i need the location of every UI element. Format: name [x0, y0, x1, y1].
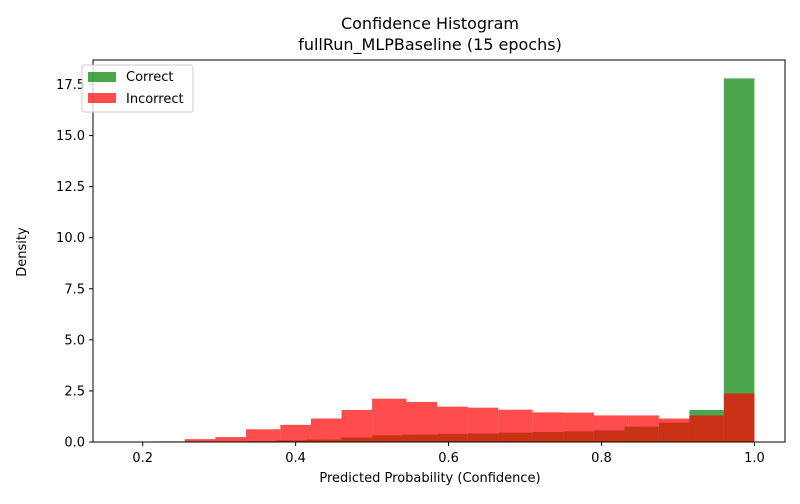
x-tick-label-1: 0.4	[285, 451, 306, 466]
bar-incorrect-13	[563, 413, 594, 442]
legend-swatch-incorrect	[88, 93, 116, 103]
y-tick-label-3: 7.5	[64, 282, 85, 297]
bar-incorrect-16	[659, 419, 690, 442]
x-tick-label-3: 0.8	[591, 451, 612, 466]
x-tick-label-4: 1.0	[744, 451, 765, 466]
y-tick-label-4: 10.0	[56, 231, 85, 246]
bar-incorrect-3	[246, 429, 280, 442]
bar-incorrect-10	[468, 408, 499, 442]
chart-title: Confidence Histogram	[341, 14, 519, 33]
y-tick-label-6: 15.0	[56, 129, 85, 144]
bars-layer	[154, 78, 754, 442]
legend: Correct Incorrect	[82, 65, 193, 112]
bar-incorrect-14	[594, 415, 628, 442]
y-tick-label-5: 12.5	[56, 180, 85, 195]
legend-label-incorrect: Incorrect	[126, 92, 184, 107]
axes-layer	[93, 60, 785, 442]
x-tick-label-2: 0.6	[438, 451, 459, 466]
y-tick-label-1: 2.5	[64, 384, 85, 399]
bar-incorrect-18	[724, 393, 755, 442]
y-axis-label: Density	[15, 227, 30, 277]
bar-incorrect-2	[215, 437, 246, 442]
bar-incorrect-8	[407, 402, 438, 442]
x-tick-label-0: 0.2	[132, 451, 153, 466]
legend-label-correct: Correct	[126, 70, 173, 85]
bar-incorrect-6	[342, 410, 373, 442]
bar-incorrect-17	[689, 415, 723, 442]
bar-incorrect-4	[280, 425, 311, 442]
bar-incorrect-9	[437, 407, 468, 442]
y-tick-label-0: 0.0	[64, 436, 85, 451]
x-axis-label: Predicted Probability (Confidence)	[319, 471, 540, 486]
legend-swatch-correct	[88, 72, 116, 82]
plot-frame	[93, 60, 785, 442]
bar-incorrect-7	[372, 399, 406, 442]
y-tick-label-2: 5.0	[64, 333, 85, 348]
bar-incorrect-5	[311, 419, 342, 442]
chart-subtitle: fullRun_MLPBaseline (15 epochs)	[298, 35, 562, 55]
bar-incorrect-15	[628, 415, 659, 442]
y-tick-label-7: 17.5	[56, 78, 85, 93]
bar-correct-18	[724, 78, 755, 442]
bar-incorrect-11	[498, 410, 532, 442]
bar-incorrect-12	[533, 412, 564, 442]
